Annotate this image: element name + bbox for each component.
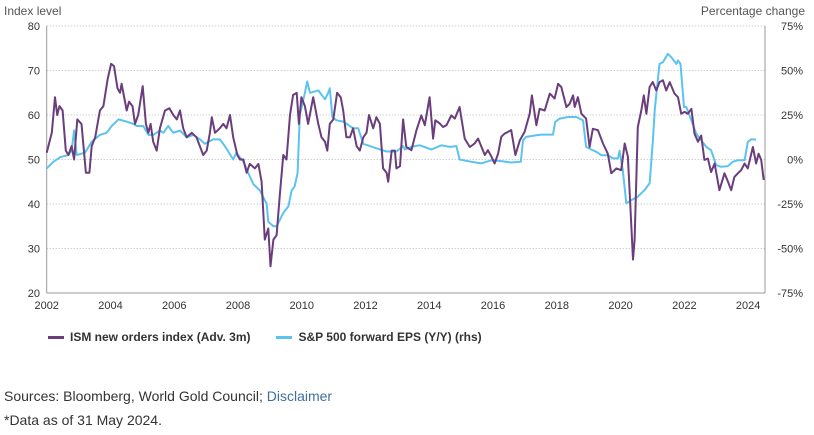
legend-swatch-eps [276,335,293,339]
y2-tick-label: -75% [777,288,803,300]
line-chart: Index level Percentage change 80 75% 70 50%… [4,4,805,310]
y-tick-label: 50 [28,155,40,167]
x-tick-label: 2008 [226,300,250,310]
left-axis-title: Index level [4,4,61,18]
y2-tick-label: 0% [787,155,803,167]
legend: ISM new orders index (Adv. 3m) S&P 500 f… [48,330,482,344]
x-tick-label: 2018 [545,300,569,310]
legend-item-eps[interactable]: S&P 500 forward EPS (Y/Y) (rhs) [276,330,482,344]
x-tick-label: 2016 [481,300,505,310]
x-tick-label: 2024 [736,300,760,310]
x-tick-label: 2014 [417,300,441,310]
x-tick-label: 2010 [290,300,314,310]
ism-series-line [45,62,765,268]
gridlines [46,25,765,294]
x-tick-label: 2020 [608,300,632,310]
y2-tick-label: 75% [781,21,803,33]
legend-label-eps: S&P 500 forward EPS (Y/Y) (rhs) [298,330,482,344]
y-tick-label: 70 [28,66,40,78]
x-tick-label: 2002 [34,300,58,310]
y-tick-label: 80 [28,21,40,33]
y2-tick-label: -25% [777,199,803,211]
x-tick-label: 2012 [353,300,377,310]
y2-tick-label: 50% [781,66,803,78]
legend-swatch-ism [48,335,64,339]
legend-label-ism: ISM new orders index (Adv. 3m) [70,330,251,344]
data-date-note: *Data as of 31 May 2024. [4,412,162,428]
x-tick-label: 2004 [98,300,122,310]
series-lines [45,52,765,268]
y-tick-label: 20 [28,288,40,300]
y-tick-label: 60 [28,110,40,122]
x-tick-label: 2022 [672,300,696,310]
y-tick-label: 30 [28,244,40,256]
y-tick-label: 40 [28,199,40,211]
tick-labels: 80 75% 70 50% 60 25% 50 0% 40 -25% 30 -50% 20 -75% 200… [28,21,803,310]
right-axis-title: Percentage change [701,4,805,18]
eps-series-line [45,52,757,228]
legend-item-ism[interactable]: ISM new orders index (Adv. 3m) [48,330,250,344]
sources-prefix: Sources: Bloomberg, World Gold Council; [4,388,267,404]
y2-tick-label: -50% [777,244,803,256]
disclaimer-link[interactable]: Disclaimer [266,388,333,404]
x-tick-label: 2006 [162,300,186,310]
y2-tick-label: 25% [781,110,803,122]
sources-text: Sources: Bloomberg, World Gold Council; … [4,388,332,404]
